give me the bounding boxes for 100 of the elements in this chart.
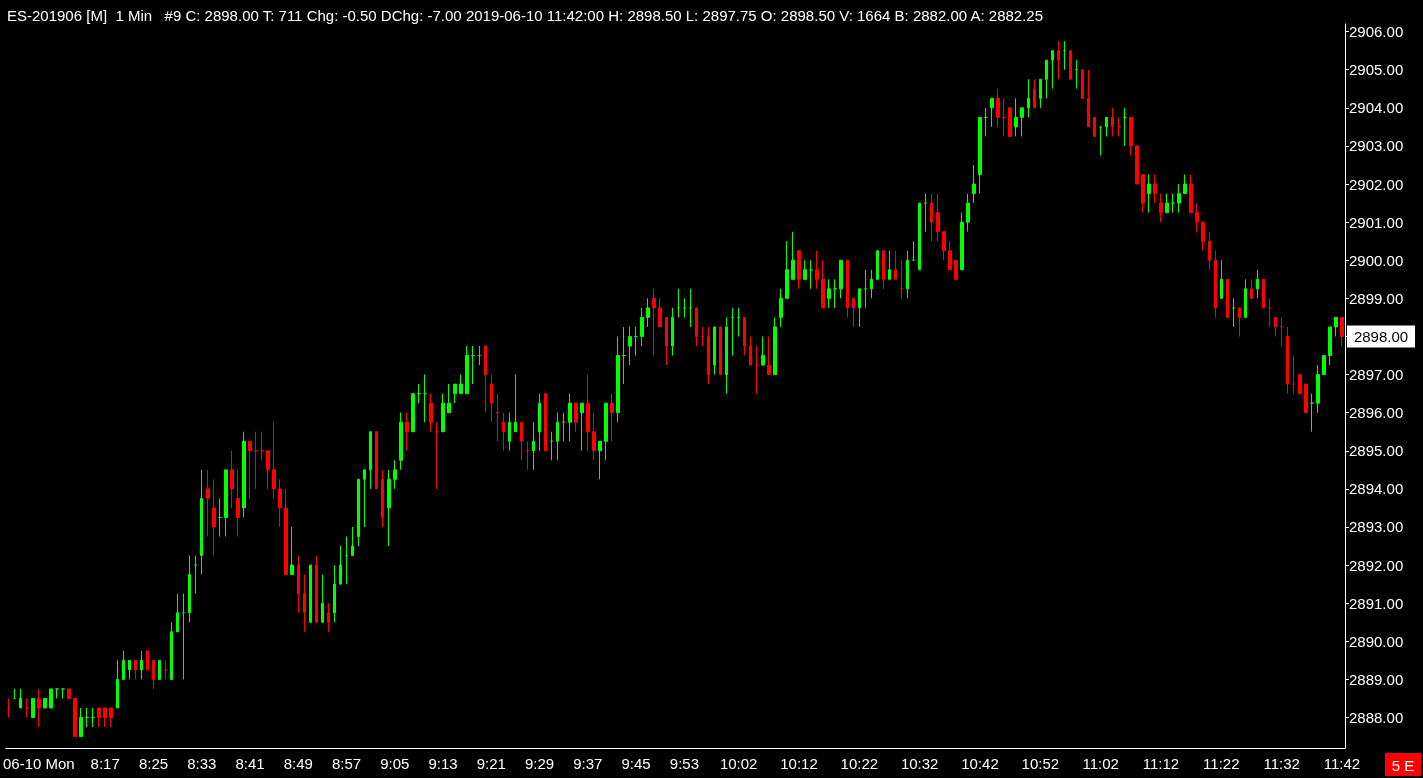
candlestick: [212, 478, 216, 557]
candlestick: [731, 307, 734, 357]
y-tick-label: 2897.00: [1349, 366, 1404, 384]
candlestick: [459, 374, 463, 395]
x-tick-label: 9:05: [380, 755, 410, 772]
candlestick: [634, 326, 638, 357]
candlestick: [339, 545, 342, 585]
candlestick: [502, 412, 505, 452]
candlestick: [1159, 193, 1163, 223]
candlestick: [423, 374, 427, 423]
candlestick: [1033, 78, 1036, 109]
candlestick: [894, 250, 897, 280]
candlestick: [960, 212, 964, 271]
candlestick: [399, 412, 403, 471]
x-tick-label: 8:41: [235, 755, 265, 772]
candlestick: [496, 393, 499, 442]
candlestick: [387, 469, 391, 547]
candlestick: [31, 697, 35, 719]
candlestick: [1105, 116, 1108, 137]
candlestick: [297, 555, 300, 614]
candlestick: [309, 564, 312, 623]
x-tick-label: 9:53: [669, 755, 699, 772]
x-tick-label: 8:57: [331, 755, 362, 772]
candlestick: [1195, 202, 1199, 233]
candlestick: [158, 659, 161, 680]
candlestick: [508, 412, 511, 452]
candlestick: [827, 278, 831, 309]
candlestick: [1008, 107, 1012, 137]
candlestick: [858, 288, 861, 328]
candlestick: [592, 412, 596, 461]
y-tick-label: 2895.00: [1349, 442, 1404, 460]
x-tick-label: 10:42: [961, 755, 999, 772]
candlestick: [658, 297, 662, 328]
candlestick: [1039, 78, 1042, 109]
candlestick: [1099, 126, 1102, 156]
candlestick: [544, 393, 547, 452]
candlestick: [19, 688, 22, 709]
candlestick: [1244, 278, 1247, 318]
candlestick: [888, 250, 891, 280]
candlestick: [91, 707, 95, 728]
y-tick-label: 2889.00: [1349, 670, 1404, 688]
candlestick: [351, 526, 354, 557]
x-tick-label: 8:33: [187, 755, 217, 772]
x-tick-label: 9:37: [573, 755, 603, 772]
candlestick: [924, 193, 927, 233]
x-tick-label: 10:22: [840, 755, 879, 772]
candlestick: [532, 421, 535, 471]
candlestick: [568, 393, 572, 442]
y-tick-label: 2905.00: [1349, 61, 1404, 79]
candlestick: [689, 288, 692, 328]
candlestick: [514, 374, 517, 433]
candlestick: [1165, 193, 1169, 214]
candlestick: [478, 345, 481, 366]
candlestick: [882, 250, 885, 290]
candlestick: [1027, 78, 1030, 118]
y-tick-label: 2893.00: [1349, 518, 1404, 536]
candlestick: [1051, 50, 1054, 90]
x-tick-label: 06-10 Mon: [2, 755, 75, 772]
candlestick: [526, 440, 529, 471]
x-tick-label: 11:02: [1082, 755, 1119, 772]
candlestick: [1262, 278, 1265, 309]
candlestick: [25, 697, 29, 719]
candlestick: [852, 297, 855, 328]
candlestick: [194, 555, 197, 595]
x-tick-label: 11:42: [1323, 755, 1361, 772]
candlestick: [1117, 116, 1121, 137]
candlestick: [1171, 193, 1175, 214]
x-tick-label: 10:02: [719, 755, 758, 772]
candlestick: [912, 240, 915, 261]
candlestick: [996, 88, 1000, 128]
candlestick: [429, 393, 433, 433]
candlestick: [695, 307, 698, 347]
candlestick: [719, 326, 722, 376]
candlestick: [713, 326, 716, 376]
candlestick: [278, 478, 282, 528]
candlestick: [707, 326, 710, 385]
candlestick: [1268, 297, 1271, 328]
candlestick: [520, 421, 523, 461]
candlestick: [1111, 107, 1114, 137]
candlestick: [978, 116, 982, 195]
candlestick: [773, 316, 777, 376]
candlestick: [393, 459, 397, 490]
candlestick: [839, 259, 843, 299]
y-tick-label: 2899.00: [1349, 289, 1404, 307]
candlestick: [85, 707, 89, 728]
candlestick: [230, 450, 234, 509]
candlestick: [1292, 355, 1295, 395]
candlestick: [701, 326, 704, 347]
candlestick: [1298, 374, 1302, 395]
candlestick: [140, 650, 143, 680]
y-tick-label: 2890.00: [1349, 632, 1404, 650]
candlestick: [224, 469, 228, 538]
candlestick: [79, 707, 83, 738]
candlestick: [1183, 174, 1187, 195]
candlestick: [767, 335, 771, 376]
candlestick: [562, 412, 565, 442]
x-tick-label: 11:32: [1263, 755, 1300, 772]
x-tick-label: 10:12: [780, 755, 818, 772]
candlestick: [170, 621, 173, 680]
candlestick: [1304, 383, 1308, 414]
